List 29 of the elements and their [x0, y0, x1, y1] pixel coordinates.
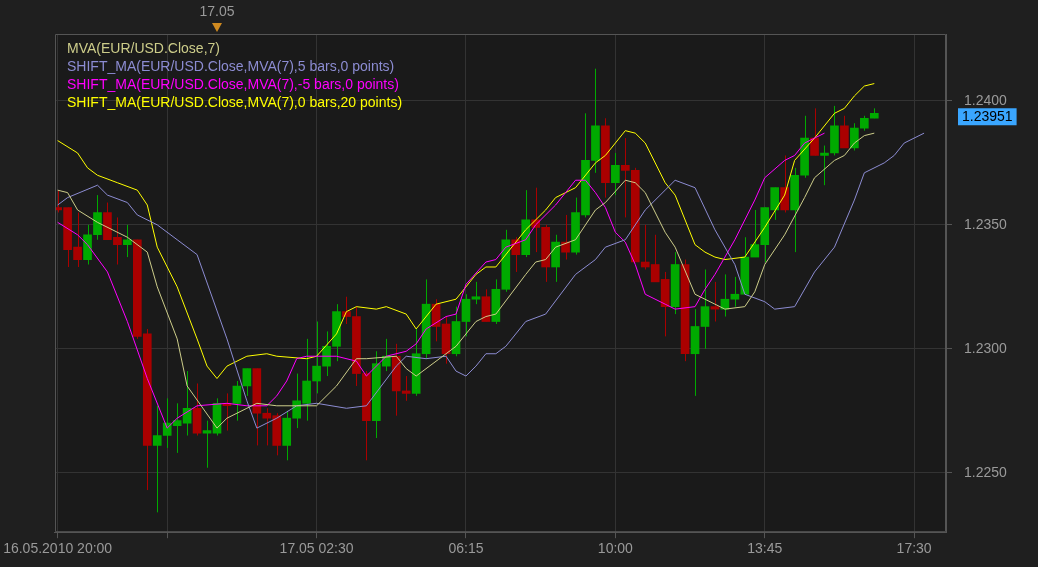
candlestick	[780, 154, 789, 213]
x-tick-label: 17.05 02:30	[279, 540, 354, 557]
candlestick	[611, 152, 620, 196]
x-tick-label: 17:30	[896, 540, 932, 557]
candlestick	[312, 321, 321, 394]
y-tick-label: 1.2250	[964, 463, 1008, 480]
text: SHIFT_MA(EUR/USD.Close,MVA(7),5 bars,0 points)	[67, 57, 395, 74]
candlestick	[232, 380, 242, 422]
candlestick	[840, 115, 849, 149]
candlestick	[123, 224, 132, 258]
x-tick-label: 13:45	[747, 540, 783, 557]
candlestick	[700, 268, 710, 350]
candlestick	[461, 293, 471, 337]
x-tick-label: 06:15	[448, 540, 484, 557]
text: SHIFT_MA(EUR/USD.Close,MVA(7),-5 bars,0 points)	[67, 75, 399, 92]
text: SHIFT_MA(EUR/USD.Close,MVA(7),0 bars,20 points)	[67, 93, 403, 110]
text: 1.23951	[962, 108, 1013, 125]
y-tick-label: 1.2300	[964, 339, 1008, 356]
y-tick-label: 1.2400	[964, 91, 1008, 108]
text: MVA(EUR/USD.Close,7)	[67, 39, 220, 56]
candlestick	[820, 145, 829, 186]
x-tick-label: 16.05.2010 20:00	[3, 540, 113, 557]
candlestick	[471, 281, 481, 305]
x-tick-label: 10:00	[597, 540, 634, 557]
y-tick-label: 1.2350	[964, 215, 1008, 232]
candlestick	[401, 375, 411, 402]
text: 17.05	[199, 2, 235, 19]
candlestick	[810, 107, 819, 156]
candlestick	[242, 368, 252, 397]
